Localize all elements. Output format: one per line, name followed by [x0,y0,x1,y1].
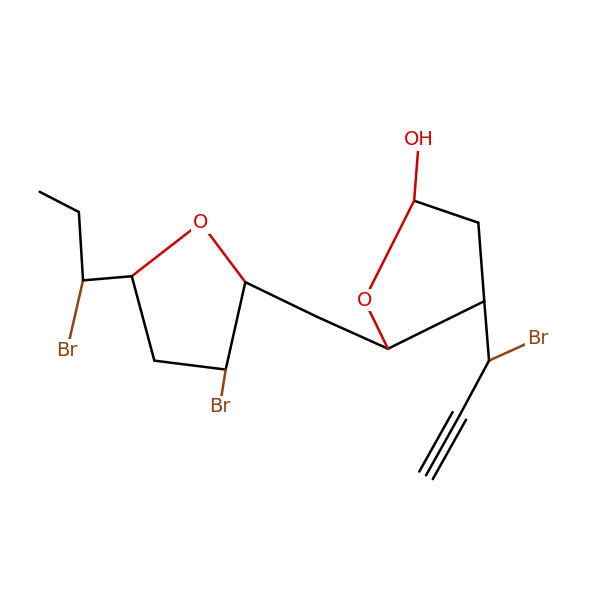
Text: Br: Br [209,397,230,416]
Text: Br: Br [527,329,548,348]
Text: O: O [193,213,208,232]
Text: OH: OH [404,130,434,149]
Text: O: O [356,290,372,310]
Text: Br: Br [56,341,78,360]
